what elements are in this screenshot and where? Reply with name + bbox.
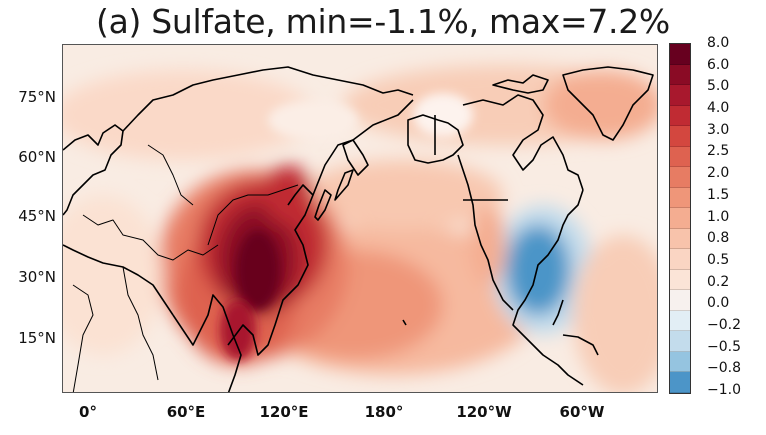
colorbar-tick-label: 2.5 (707, 143, 730, 160)
colorbar (669, 43, 691, 394)
colorbar-cell (670, 126, 690, 147)
coast-na-east (512, 189, 584, 386)
lon-label-180: 180° (364, 403, 404, 421)
coast-florida (552, 299, 564, 326)
map-panel (62, 44, 658, 393)
colorbar-tick-label: 3.0 (707, 121, 730, 138)
colorbar-cell (670, 187, 690, 209)
borders-central-asia (82, 214, 219, 261)
field-west-coast (470, 205, 506, 285)
field-eurasia-north (63, 70, 313, 160)
colorbar-tick-label: 0.5 (707, 251, 730, 268)
colorbar-tick-label: 0.0 (707, 295, 730, 312)
lon-label-120e: 120°E (259, 403, 309, 421)
colorbar-cell (670, 44, 690, 65)
colorbar-tick-label: 2.0 (707, 165, 730, 182)
lat-label-60n: 60°N (18, 148, 56, 166)
coast-siberia (122, 66, 414, 132)
field-atlantic (573, 235, 657, 392)
colorbar-cell (670, 331, 690, 352)
coast-okhotsk (312, 99, 414, 196)
field-north-pacific (303, 160, 503, 230)
colorbar-tick-label: 1.0 (707, 208, 730, 225)
colorbar-tick-label: 6.0 (707, 56, 730, 73)
lat-label-15n: 15°N (18, 329, 56, 347)
lon-label-60e: 60°E (166, 403, 206, 421)
colorbar-tick-label: 4.0 (707, 100, 730, 117)
coast-greenland (562, 66, 654, 141)
lon-label-0: 0° (79, 403, 97, 421)
field-indochina (220, 300, 256, 360)
colorbar-tick-label: −0.2 (707, 316, 741, 333)
colorbar-cell (670, 105, 690, 127)
colorbar-cell (670, 146, 690, 168)
colorbar-tick-label: 5.0 (707, 78, 730, 95)
coast-na-west (457, 154, 514, 311)
lon-label-60w: 60°W (559, 403, 605, 421)
lat-label-45n: 45°N (18, 207, 56, 225)
coast-europe (63, 124, 124, 216)
colorbar-tick-label: 0.2 (707, 273, 730, 290)
lat-label-75n: 75°N (18, 88, 56, 106)
colorbar-cell (670, 310, 690, 332)
colorbar-tick-label: −0.8 (707, 360, 741, 377)
field-extreme-core (236, 230, 280, 310)
colorbar-cell (670, 208, 690, 229)
field-northeast-china (263, 165, 313, 225)
colorbar-cell (670, 351, 690, 373)
coast-caribbean (562, 334, 599, 356)
coast-east-asia (227, 184, 314, 356)
borders-mongolia (207, 184, 299, 246)
lat-label-30n: 30°N (18, 268, 56, 286)
colorbar-cell (670, 64, 690, 86)
field-alaska-white (413, 93, 473, 137)
colorbar-tick-label: 8.0 (707, 35, 730, 51)
coast-arctic-islands (492, 74, 549, 94)
borders-red-sea (122, 266, 159, 381)
field-siberia-white (268, 100, 358, 140)
coast-canada-arctic (462, 94, 584, 191)
coast-japan (334, 169, 354, 201)
coast-hawaii (402, 319, 407, 326)
colorbar-cell (670, 372, 690, 393)
colorbar-tick-label: 0.8 (707, 230, 730, 247)
borders-africa (72, 284, 94, 392)
coastlines (63, 66, 654, 392)
field-us-core (506, 225, 570, 315)
coast-india (172, 294, 242, 392)
colorbar-cell (670, 269, 690, 291)
colorbar-tick-label: 1.5 (707, 186, 730, 203)
sulfate-map (63, 45, 657, 392)
colorbar-cell (670, 249, 690, 270)
coast-kamchatka (342, 139, 369, 176)
borders-russia (147, 144, 194, 206)
lon-label-120w: 120°W (456, 403, 512, 421)
map-title: (a) Sulfate, min=-1.1%, max=7.2% (96, 2, 670, 41)
colorbar-cell (670, 167, 690, 188)
colorbar-cell (670, 85, 690, 106)
colorbar-cell (670, 228, 690, 250)
colorbar-tick-label: −1.0 (707, 382, 741, 398)
colorbar-tick-label: −0.5 (707, 338, 741, 355)
field-greenland (543, 70, 657, 140)
colorbar-cell (670, 290, 690, 311)
coast-korea (314, 189, 332, 221)
